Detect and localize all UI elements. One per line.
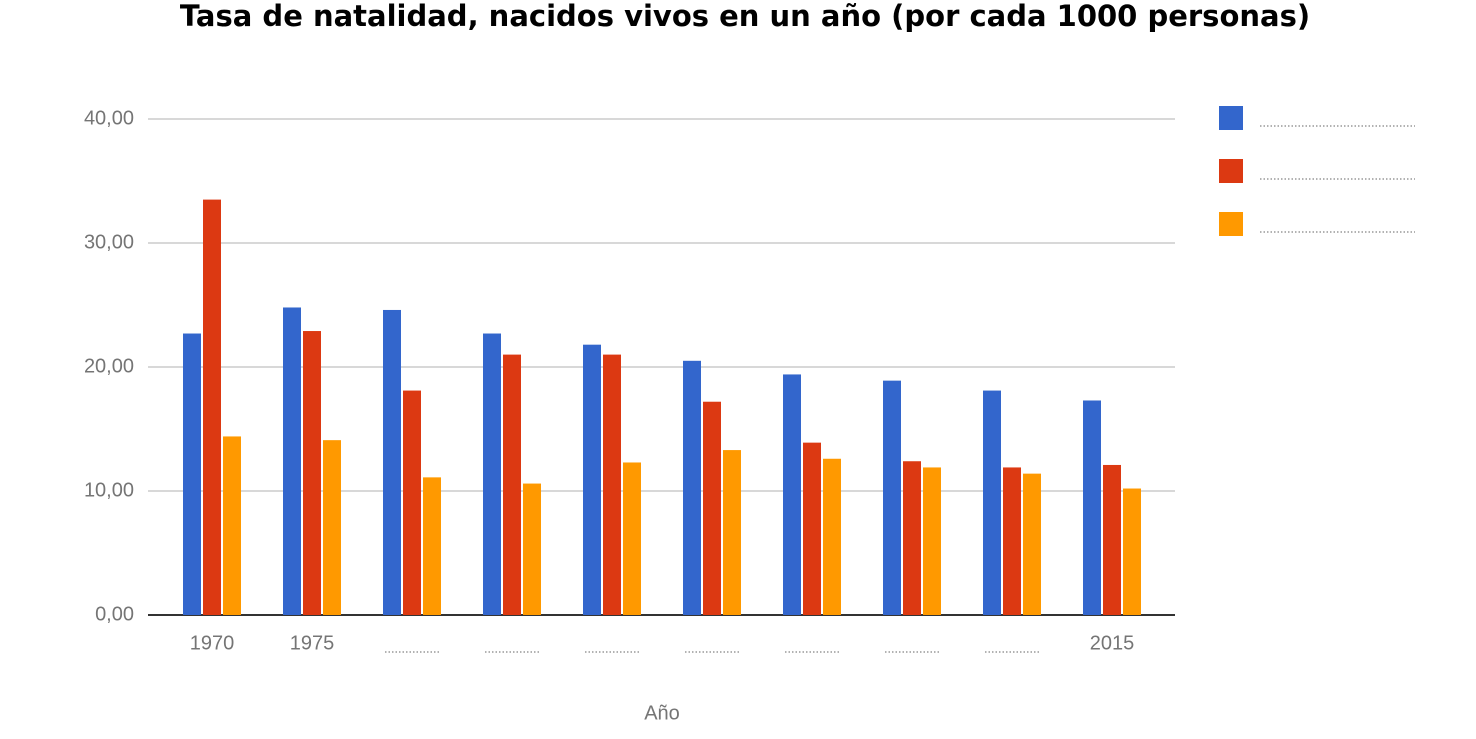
bar bbox=[423, 477, 441, 615]
bar bbox=[323, 440, 341, 615]
legend-swatch bbox=[1219, 212, 1243, 236]
y-tick-label: 10,00 bbox=[84, 479, 134, 501]
bar bbox=[983, 390, 1001, 615]
bar bbox=[283, 307, 301, 615]
bar bbox=[1103, 464, 1121, 615]
bar bbox=[503, 354, 521, 615]
bar bbox=[1023, 473, 1041, 615]
bar bbox=[383, 309, 401, 615]
legend-swatch bbox=[1219, 106, 1243, 130]
bar bbox=[683, 360, 701, 615]
bar bbox=[823, 458, 841, 615]
bar bbox=[1003, 467, 1021, 615]
bar bbox=[483, 333, 501, 615]
chart-title: Tasa de natalidad, nacidos vivos en un a… bbox=[180, 0, 1310, 33]
y-tick-label: 20,00 bbox=[84, 355, 134, 377]
bar bbox=[1123, 488, 1141, 615]
bar bbox=[203, 199, 221, 615]
bar bbox=[903, 461, 921, 615]
x-tick-label: 1975 bbox=[290, 632, 335, 654]
bar bbox=[603, 354, 621, 615]
y-tick-label: 40,00 bbox=[84, 107, 134, 129]
bar bbox=[1083, 400, 1101, 615]
bar bbox=[183, 333, 201, 615]
bar bbox=[923, 467, 941, 615]
bar bbox=[783, 374, 801, 615]
legend-swatch bbox=[1219, 159, 1243, 183]
bar bbox=[803, 442, 821, 615]
bar bbox=[623, 462, 641, 615]
bar bbox=[523, 483, 541, 615]
y-tick-label: 0,00 bbox=[95, 603, 134, 625]
x-tick-label: 2015 bbox=[1090, 632, 1135, 654]
bar bbox=[883, 380, 901, 615]
bar bbox=[703, 401, 721, 615]
bar bbox=[403, 390, 421, 615]
y-tick-label: 30,00 bbox=[84, 231, 134, 253]
bar bbox=[723, 450, 741, 615]
bar bbox=[583, 344, 601, 615]
x-axis-title: Año bbox=[644, 702, 680, 724]
bar bbox=[303, 331, 321, 615]
bar bbox=[223, 436, 241, 615]
x-tick-label: 1970 bbox=[190, 632, 235, 654]
